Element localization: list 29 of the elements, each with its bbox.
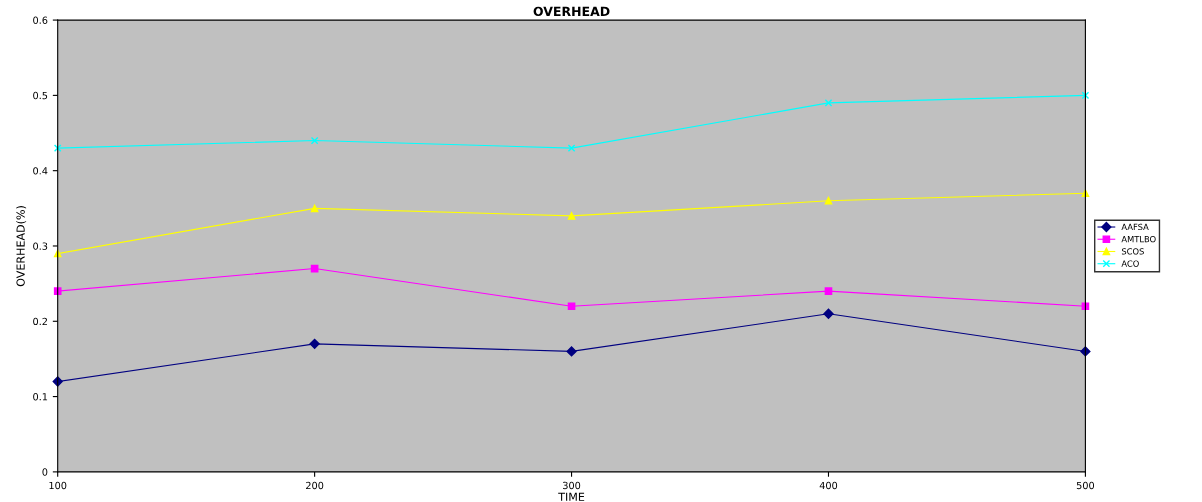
y-tick-label: 0.3 bbox=[33, 242, 48, 250]
point bbox=[309, 338, 320, 349]
y-tick-label: 0.6 bbox=[33, 16, 48, 24]
point bbox=[310, 204, 319, 213]
y-tick-label: 0.5 bbox=[33, 91, 48, 100]
point bbox=[53, 287, 62, 295]
x-tick-label: 400 bbox=[819, 481, 838, 490]
y-axis-title: OVERHEAD(%) bbox=[16, 206, 27, 287]
point bbox=[566, 346, 577, 357]
point bbox=[567, 302, 576, 311]
point bbox=[824, 196, 833, 205]
point bbox=[567, 212, 576, 220]
y-tick-label: 0.4 bbox=[33, 167, 48, 175]
x-axis-title: TIME bbox=[558, 492, 585, 501]
y-tick-label: 0 bbox=[42, 468, 48, 476]
legend-label: ACO bbox=[1121, 260, 1139, 267]
legend-label: AAFSA bbox=[1121, 223, 1149, 231]
y-tick-label: 0.2 bbox=[33, 317, 47, 326]
legend-label: AMTLBO bbox=[1121, 235, 1156, 243]
y-tick-label: 0.1 bbox=[33, 393, 48, 401]
legend-label: SCOS bbox=[1121, 248, 1144, 255]
x-tick-label: 300 bbox=[563, 481, 581, 490]
point bbox=[824, 287, 833, 295]
chart-title: OVERHEAD bbox=[533, 6, 610, 17]
point bbox=[310, 136, 319, 145]
x-tick-label: 200 bbox=[306, 481, 324, 490]
x-tick-label: 500 bbox=[1076, 481, 1095, 490]
x-tick-label: 100 bbox=[49, 481, 67, 490]
point bbox=[823, 308, 834, 319]
